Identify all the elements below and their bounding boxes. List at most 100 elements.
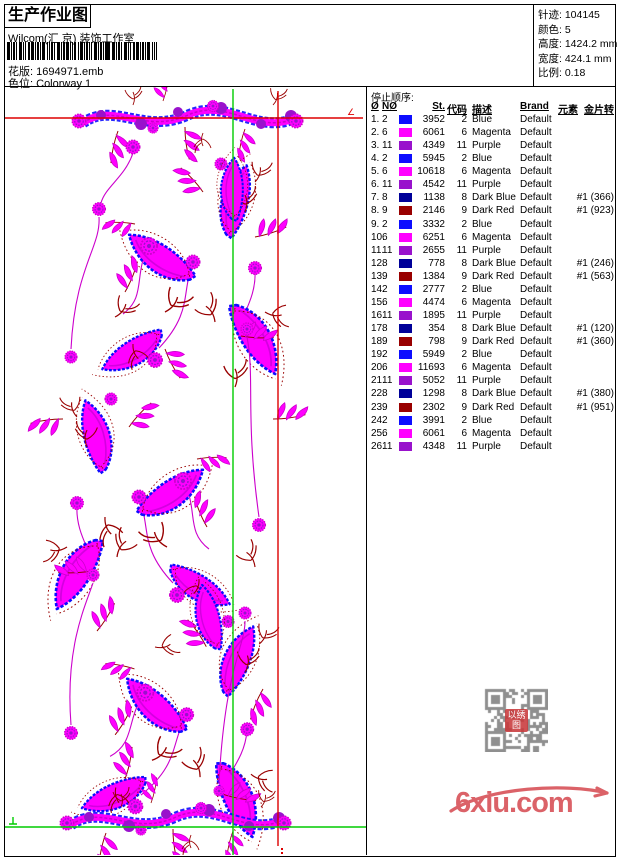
row-number: 20. xyxy=(371,362,385,374)
color-swatch xyxy=(399,376,412,386)
color-description: Blue xyxy=(472,349,493,361)
thread-brand: Default xyxy=(520,257,552,269)
stitch-count: 10618 xyxy=(417,166,445,178)
color-code: 9 xyxy=(461,270,467,282)
sequin-value: #1 (360) xyxy=(576,336,614,348)
needle-number: 11 xyxy=(382,440,393,452)
col-header-code: 代码 xyxy=(447,105,467,116)
color-description: Dark Red xyxy=(472,270,515,282)
thread-brand: Default xyxy=(520,283,552,295)
needle-number: 6 xyxy=(382,166,388,178)
color-code: 11 xyxy=(456,375,467,387)
table-row: 11. 11 2655 11 Purple Default xyxy=(367,245,616,258)
row-number: 15. xyxy=(371,296,385,308)
color-swatch xyxy=(399,128,412,138)
color-swatch xyxy=(399,337,412,347)
table-row: 14. 2 2777 2 Blue Default xyxy=(367,284,616,297)
color-description: Purple xyxy=(472,244,501,256)
row-number: 19. xyxy=(371,349,385,361)
design-preview-pane: ∠ xyxy=(5,87,366,855)
needle-number: 8 xyxy=(382,257,388,269)
watermark-swoosh xyxy=(449,786,609,813)
col-header-desc: 描述 xyxy=(472,105,492,116)
hoop-colon-mark xyxy=(281,848,283,850)
color-code: 6 xyxy=(461,427,467,439)
color-swatch xyxy=(399,428,412,438)
color-swatch xyxy=(399,206,412,216)
thread-brand: Default xyxy=(520,323,552,335)
color-code: 11 xyxy=(456,179,467,191)
stitch-count: 3952 xyxy=(422,114,445,125)
color-code: 8 xyxy=(461,192,467,204)
color-swatch xyxy=(399,232,412,242)
needle-number: 2 xyxy=(382,283,388,295)
stitch-count: 5052 xyxy=(422,375,445,387)
table-row: 21. 11 5052 11 Purple Default xyxy=(367,375,616,388)
stitch-count: 6061 xyxy=(422,427,445,439)
color-description: Purple xyxy=(472,140,501,152)
color-code: 6 xyxy=(461,362,467,374)
color-code: 2 xyxy=(461,283,467,295)
stitch-count: 6251 xyxy=(422,231,445,243)
color-swatch xyxy=(399,167,412,177)
table-row: 16. 11 1895 11 Purple Default xyxy=(367,310,616,323)
color-description: Blue xyxy=(472,114,493,125)
color-swatch xyxy=(399,402,412,412)
stitch-count: 354 xyxy=(428,323,445,335)
color-description: Dark Blue xyxy=(472,323,516,335)
top-border-motif xyxy=(72,87,303,169)
color-swatch xyxy=(399,154,412,164)
color-swatch xyxy=(399,311,412,321)
color-swatch xyxy=(399,324,412,334)
stitch-count: 3332 xyxy=(422,218,445,230)
table-row: 19. 2 5949 2 Blue Default xyxy=(367,349,616,362)
thread-brand: Default xyxy=(520,231,552,243)
row-number: 24. xyxy=(371,414,385,426)
stitch-count: 1298 xyxy=(422,388,445,400)
table-row: 3. 11 4349 11 Purple Default xyxy=(367,140,616,153)
table-row: 6. 11 4542 11 Purple Default xyxy=(367,179,616,192)
color-description: Dark Blue xyxy=(472,257,516,269)
color-description: Magenta xyxy=(472,166,511,178)
thread-brand: Default xyxy=(520,179,552,191)
table-row: 25. 6 6061 6 Magenta Default xyxy=(367,428,616,441)
row-number: 13. xyxy=(371,270,385,282)
hoop-angle-mark: ∠ xyxy=(347,107,355,117)
sequin-value: #1 (923) xyxy=(576,205,614,217)
stitch-count: 2777 xyxy=(422,283,445,295)
color-description: Magenta xyxy=(472,427,511,439)
color-swatch xyxy=(399,441,412,451)
needle-number: 11 xyxy=(382,244,393,256)
stitch-count: 778 xyxy=(428,257,445,269)
row-number: 25. xyxy=(371,427,385,439)
color-description: Purple xyxy=(472,440,501,452)
thread-brand: Default xyxy=(520,114,552,125)
needle-number: 6 xyxy=(382,231,388,243)
stitch-count: 4349 xyxy=(422,140,445,152)
color-description: Blue xyxy=(472,153,493,165)
table-row: 18. 9 798 9 Dark Red Default #1 (360) xyxy=(367,336,616,349)
color-count-line: 颜色: 5 xyxy=(538,23,571,36)
table-row: 8. 9 2146 9 Dark Red Default #1 (923) xyxy=(367,205,616,218)
stitch-count: 4348 xyxy=(422,440,445,452)
height-line: 高度: 1424.2 mm xyxy=(538,38,618,50)
table-row: 12. 8 778 8 Dark Blue Default #1 (246) xyxy=(367,258,616,271)
col-header-sequin: 金片转 xyxy=(584,105,614,116)
color-swatch xyxy=(399,271,412,281)
stitch-count: 5945 xyxy=(422,153,445,165)
row-number: 14. xyxy=(371,283,385,295)
color-description: Dark Red xyxy=(472,336,515,348)
stamp-text-2: 图 xyxy=(511,720,521,730)
row-number: 8. xyxy=(371,205,380,217)
width-line: 宽度: 424.1 mm xyxy=(538,52,612,65)
row-number: 4. xyxy=(371,153,380,165)
thread-brand: Default xyxy=(520,205,552,217)
color-sequence-panel: 停止顺序: Ø NØ St. 代码 描述 Brand 元素 金片转 1. 2 3… xyxy=(366,87,615,855)
sequin-value: #1 (120) xyxy=(576,323,614,335)
pattern-value: 1694971.emb xyxy=(36,66,104,78)
guide-lines: ∠ xyxy=(5,89,366,855)
origin-mark xyxy=(9,817,17,825)
row-number: 21. xyxy=(371,375,385,387)
title-box: 生产作业图 xyxy=(5,5,91,28)
needle-number: 2 xyxy=(382,114,388,125)
